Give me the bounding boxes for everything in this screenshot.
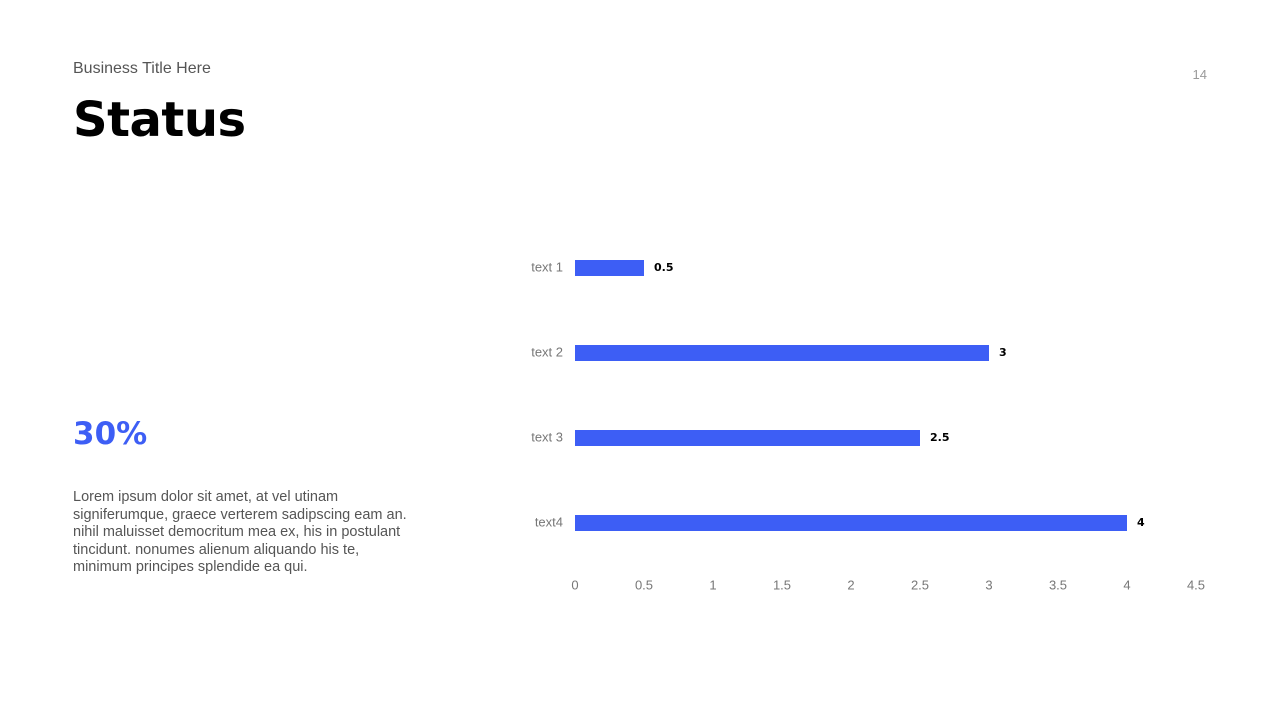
x-tick-label: 4.5 xyxy=(1187,577,1205,592)
x-tick-label: 0.5 xyxy=(635,577,653,592)
x-tick-label: 3 xyxy=(985,577,992,592)
x-tick-label: 0 xyxy=(571,577,578,592)
category-label: text4 xyxy=(535,514,563,529)
x-tick-label: 2.5 xyxy=(911,577,929,592)
category-label: text 3 xyxy=(531,429,563,444)
x-tick-label: 1.5 xyxy=(773,577,791,592)
x-tick-label: 3.5 xyxy=(1049,577,1067,592)
data-label: 0.5 xyxy=(654,261,674,274)
subtitle: Business Title Here xyxy=(73,60,211,77)
category-label: text 1 xyxy=(531,259,563,274)
category-label: text 2 xyxy=(531,344,563,359)
page-title: Status xyxy=(73,92,246,148)
data-label: 3 xyxy=(999,346,1007,359)
bar xyxy=(575,430,920,446)
body-paragraph: Lorem ipsum dolor sit amet, at vel utina… xyxy=(73,489,407,576)
highlight-value: 30% xyxy=(73,416,148,452)
page-number: 14 xyxy=(1192,67,1207,82)
x-tick-label: 4 xyxy=(1123,577,1130,592)
bar xyxy=(575,345,989,361)
x-tick-label: 1 xyxy=(709,577,716,592)
bar xyxy=(575,260,644,276)
bar xyxy=(575,515,1127,531)
data-label: 2.5 xyxy=(930,431,950,444)
data-label: 4 xyxy=(1137,516,1145,529)
x-tick-label: 2 xyxy=(847,577,854,592)
